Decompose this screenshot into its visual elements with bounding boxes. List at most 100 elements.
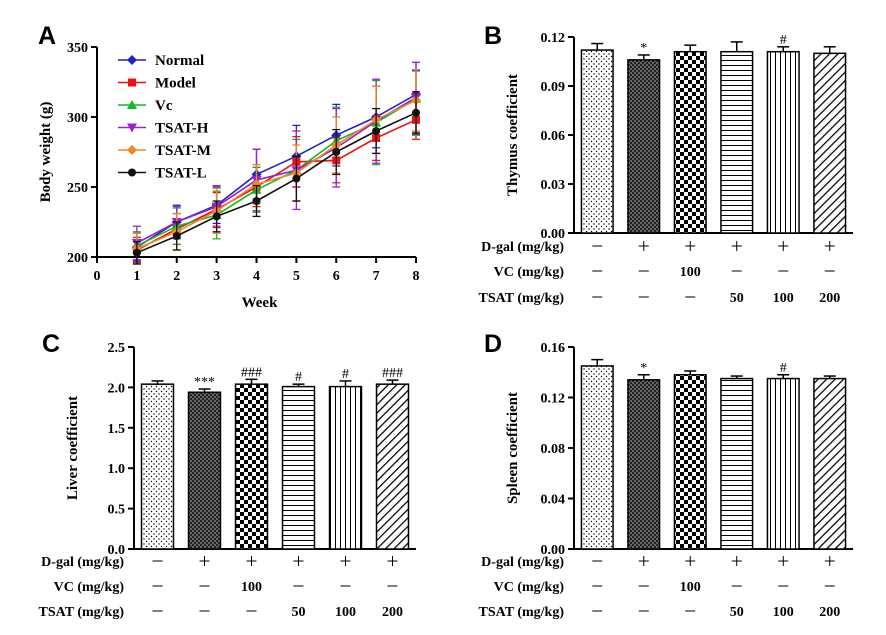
bar bbox=[187, 391, 222, 550]
y-tick-label: 350 bbox=[67, 41, 88, 56]
data-point bbox=[412, 108, 420, 117]
panel-b: B 0.00 0.03 0.06 0.09 0.12 Thymus coefficient *… bbox=[479, 22, 853, 306]
x-tick-label: 4 bbox=[253, 269, 260, 284]
treatment-cell: 50 bbox=[730, 291, 744, 306]
y-axis-title: Thymus coefficient bbox=[505, 74, 521, 196]
bar bbox=[328, 385, 363, 550]
bar bbox=[375, 383, 410, 550]
series-line bbox=[136, 112, 417, 254]
significance-label: # bbox=[342, 367, 349, 382]
x-tick-label: 5 bbox=[293, 269, 300, 284]
bar bbox=[580, 365, 614, 550]
treatment-row-label: D-gal (mg/kg) bbox=[481, 240, 564, 255]
y-tick-label: 0.08 bbox=[541, 442, 566, 457]
bar bbox=[580, 49, 614, 234]
panel-letter: C bbox=[42, 330, 60, 358]
y-tick-label: 0.00 bbox=[541, 543, 566, 558]
bar-group bbox=[813, 375, 847, 550]
bar-group bbox=[673, 44, 707, 234]
y-axis-title: Liver coefficient bbox=[65, 396, 81, 500]
data-point bbox=[292, 174, 301, 183]
treatment-row-label: TSAT (mg/kg) bbox=[39, 605, 125, 620]
bar-group: * bbox=[627, 41, 661, 234]
treatment-row-label: D-gal (mg/kg) bbox=[481, 555, 564, 570]
significance-label: ### bbox=[241, 365, 262, 380]
bar bbox=[766, 50, 800, 234]
bar-group bbox=[140, 380, 175, 550]
y-tick-label: 0.12 bbox=[541, 31, 566, 46]
series-tsat-l bbox=[132, 91, 420, 265]
y-tick-label: 200 bbox=[67, 251, 88, 266]
panel-a: A 200 250 300 350 0 1 2 3 4 5 6 7 8 Week Body weight (g… bbox=[38, 22, 421, 311]
bar-group bbox=[580, 358, 614, 550]
legend-label: Vc bbox=[155, 98, 173, 114]
data-point bbox=[132, 248, 141, 257]
bar bbox=[673, 50, 707, 234]
significance-label: ### bbox=[382, 366, 403, 381]
treatment-cell: 200 bbox=[819, 605, 840, 620]
bar-group bbox=[720, 41, 754, 234]
legend-label: TSAT-L bbox=[155, 166, 207, 182]
y-tick-label: 0.06 bbox=[541, 129, 566, 144]
treatment-row-label: D-gal (mg/kg) bbox=[41, 555, 124, 570]
y-tick-label: 0.04 bbox=[541, 493, 566, 508]
y-tick-label: 2.0 bbox=[108, 381, 126, 396]
y-tick-label: 250 bbox=[67, 181, 88, 196]
legend-label: TSAT-M bbox=[155, 143, 211, 159]
bar-group: ### bbox=[375, 366, 410, 550]
bar bbox=[720, 377, 754, 550]
treatment-cell: 100 bbox=[680, 265, 701, 280]
series-line bbox=[136, 96, 417, 244]
treatment-cell: 200 bbox=[819, 291, 840, 306]
treatment-row-label: TSAT (mg/kg) bbox=[479, 605, 565, 620]
bar bbox=[140, 383, 175, 550]
legend-label: TSAT-H bbox=[155, 121, 209, 137]
data-point bbox=[212, 212, 221, 221]
y-axis-title: Spleen coefficient bbox=[505, 392, 521, 504]
y-tick-label: 0.5 bbox=[108, 503, 126, 518]
treatment-cell: 100 bbox=[335, 605, 356, 620]
x-tick-label: 0 bbox=[94, 269, 101, 284]
treatment-cell: 50 bbox=[292, 605, 306, 620]
significance-label: * bbox=[640, 41, 647, 56]
legend-marker bbox=[127, 100, 137, 109]
panel-letter: A bbox=[38, 22, 56, 50]
series-line bbox=[136, 99, 417, 250]
panel-letter: B bbox=[484, 22, 502, 50]
data-point bbox=[332, 148, 341, 156]
treatment-cell: 100 bbox=[680, 580, 701, 595]
bar-group bbox=[673, 370, 707, 550]
bar bbox=[766, 377, 800, 550]
x-tick-label: 6 bbox=[333, 269, 340, 284]
treatment-row-label: VC (mg/kg) bbox=[494, 580, 565, 595]
bar bbox=[720, 50, 754, 234]
bar-group: # bbox=[766, 361, 800, 550]
significance-label: * bbox=[640, 361, 647, 376]
y-tick-label: 2.5 bbox=[108, 341, 126, 356]
y-tick-label: 0.12 bbox=[541, 392, 566, 407]
bar-group: *** bbox=[187, 375, 222, 550]
significance-label: # bbox=[295, 370, 302, 385]
bar-group: * bbox=[627, 361, 661, 550]
legend-marker bbox=[128, 168, 136, 177]
data-point bbox=[252, 197, 261, 205]
y-tick-label: 0.16 bbox=[541, 341, 566, 356]
treatment-row-label: VC (mg/kg) bbox=[494, 265, 565, 280]
y-axis-title: Body weight (g) bbox=[38, 102, 54, 203]
legend-marker bbox=[127, 145, 137, 155]
treatment-row-label: TSAT (mg/kg) bbox=[479, 291, 565, 306]
legend-label: Model bbox=[155, 76, 196, 92]
y-tick-label: 1.0 bbox=[108, 462, 126, 477]
bar-group bbox=[580, 42, 614, 234]
data-point bbox=[251, 179, 262, 190]
bar-group: # bbox=[281, 370, 316, 550]
y-tick-label: 300 bbox=[67, 111, 88, 126]
treatment-cell: 100 bbox=[773, 605, 794, 620]
treatment-table: D-gal (mg/kg) VC (mg/kg) 100 TSAT (mg/kg) 50… bbox=[479, 555, 841, 620]
treatment-cell: 100 bbox=[241, 580, 262, 595]
bar bbox=[673, 374, 707, 550]
x-tick-label: 7 bbox=[373, 269, 380, 284]
bar bbox=[281, 385, 316, 550]
y-tick-label: 0.03 bbox=[541, 178, 566, 193]
